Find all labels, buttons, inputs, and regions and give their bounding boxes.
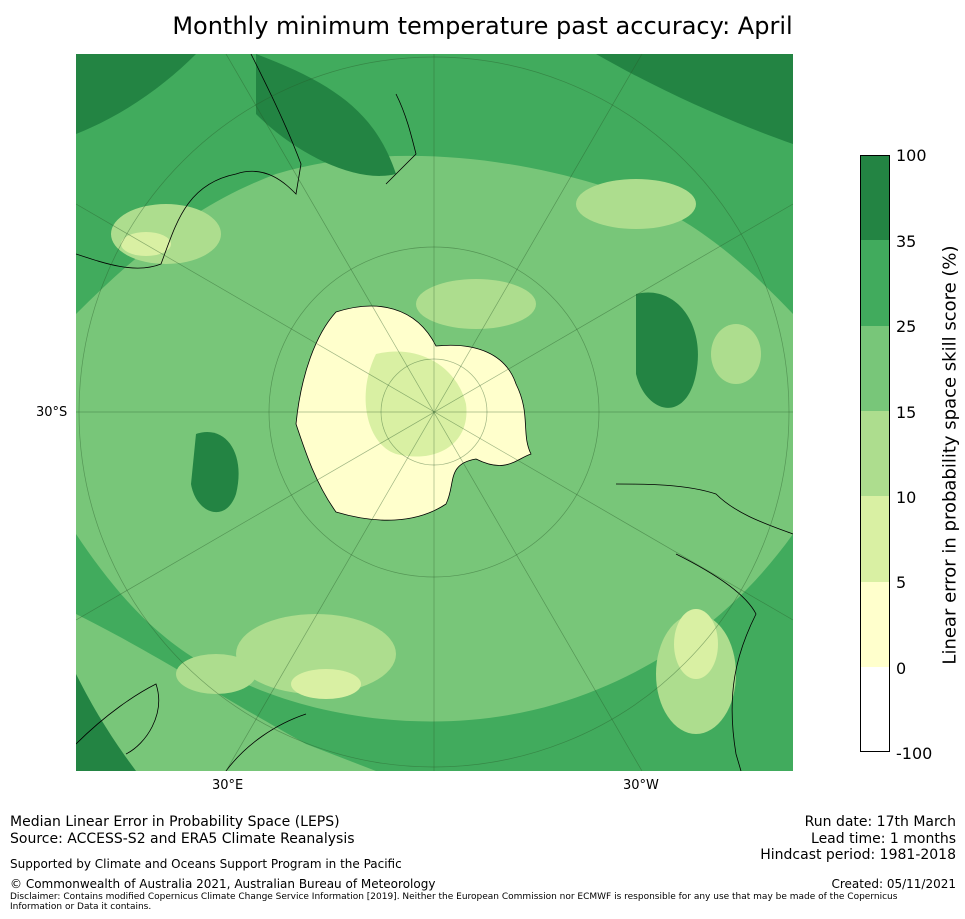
- africa-coast: [76, 54, 302, 269]
- lon-label-30e: 30°E: [212, 778, 244, 793]
- cb-tick-5: 5: [896, 573, 907, 592]
- footer-leps: Median Linear Error in Probability Space…: [10, 814, 340, 830]
- chart-title: Monthly minimum temperature past accurac…: [172, 12, 793, 40]
- colorbar-bin-5: [860, 496, 890, 582]
- colorbar-bin-1: [860, 155, 890, 240]
- colorbar-bin-2: [860, 240, 890, 326]
- footer-lead-time: Lead time: 1 months: [811, 831, 956, 847]
- colorbar-title: Linear error in probability space skill …: [939, 245, 961, 665]
- colorbar-bin-3: [860, 326, 890, 411]
- cb-tick-35: 35: [896, 232, 917, 251]
- pale-patches: [121, 232, 718, 699]
- new-zealand-coast: [385, 93, 417, 185]
- footer-copyright: © Commonwealth of Australia 2021, Austra…: [10, 877, 436, 891]
- colorbar-bin-4: [860, 411, 890, 496]
- cb-tick-15: 15: [896, 403, 917, 422]
- colorbar: [860, 155, 890, 752]
- footer-hindcast: Hindcast period: 1981-2018: [760, 847, 956, 863]
- footer-created: Created: 05/11/2021: [831, 877, 956, 891]
- graticule: [76, 54, 793, 771]
- australia-coast: [76, 683, 307, 771]
- footer-disclaimer: Disclaimer: Contains modified Copernicus…: [10, 892, 898, 912]
- footer-source: Source: ACCESS-S2 and ERA5 Climate Reana…: [10, 831, 355, 847]
- cb-tick-25: 25: [896, 317, 917, 336]
- cb-tick-10: 10: [896, 488, 917, 507]
- cb-tick-0: 0: [896, 659, 907, 678]
- colorbar-bin-7: [860, 667, 890, 752]
- colorbar-bin-6: [860, 582, 890, 667]
- footer-run-date: Run date: 17th March: [804, 814, 956, 830]
- cb-tick-minus100: -100: [896, 744, 933, 763]
- south-america-coast: [615, 483, 793, 771]
- footer-support: Supported by Climate and Oceans Support …: [10, 857, 402, 871]
- polar-map: [76, 54, 793, 771]
- lon-label-30w: 30°W: [623, 778, 659, 793]
- cb-tick-100: 100: [896, 146, 927, 165]
- lat-label-30s: 30°S: [36, 405, 68, 420]
